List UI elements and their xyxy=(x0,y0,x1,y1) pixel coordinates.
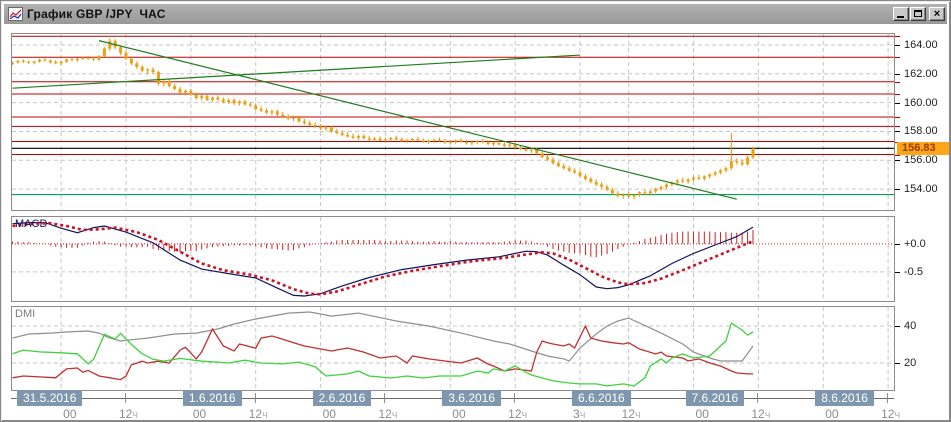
date-badge: 3.6.2016 xyxy=(442,390,502,406)
axis-tick xyxy=(895,189,900,191)
axis-tick xyxy=(895,131,900,133)
close-icon: × xyxy=(933,8,941,20)
time-tick-label: 12ч xyxy=(248,407,268,421)
axis-tick xyxy=(895,44,900,46)
time-tick-label: 12ч xyxy=(881,407,901,421)
close-button[interactable]: × xyxy=(929,7,945,21)
price-axis-label: 154.00 xyxy=(904,183,938,196)
axis-tick xyxy=(895,73,900,75)
time-tick-label: 00 xyxy=(322,407,336,421)
resistance-tick xyxy=(895,36,900,38)
time-axis-tick xyxy=(757,393,759,403)
time-tick-label: 00 xyxy=(63,407,77,421)
resistance-tick xyxy=(895,141,900,143)
macd-axis-label: -0.5 xyxy=(904,265,923,278)
price-chart-canvas[interactable] xyxy=(12,34,894,210)
date-badge: 6.6.2016 xyxy=(572,390,631,406)
date-badge: 31.5.2016 xyxy=(17,390,83,406)
axis-tick xyxy=(895,271,900,273)
minimize-icon xyxy=(897,16,904,18)
date-badge: 8.6.2016 xyxy=(815,390,874,406)
macd-chart-canvas[interactable] xyxy=(12,217,894,301)
macd-label: MACD xyxy=(15,218,48,230)
window-title: График GBP /JPY ЧАС xyxy=(27,7,166,21)
price-axis-label: 156.00 xyxy=(904,154,938,167)
time-tick-label: 12ч xyxy=(508,407,528,421)
time-axis-tick xyxy=(384,393,386,403)
dmi-axis-label: 40 xyxy=(904,320,917,333)
time-tick-label: 00 xyxy=(695,407,709,421)
price-axis-label: 158.00 xyxy=(904,125,938,138)
maximize-icon xyxy=(914,10,922,17)
resistance-tick xyxy=(895,57,900,59)
time-tick-label: 12ч xyxy=(751,407,771,421)
current-price-badge: 156.83 xyxy=(897,142,949,156)
dmi-label: DMI xyxy=(15,308,36,320)
macd-axis-label: +0.0 xyxy=(904,237,926,250)
axis-tick xyxy=(895,363,900,364)
time-axis-tick xyxy=(254,393,256,403)
resistance-tick xyxy=(895,81,900,83)
dmi-panel: DMI xyxy=(11,306,895,391)
time-tick-label: 12ч xyxy=(119,407,139,421)
axis-tick xyxy=(895,160,900,162)
time-axis-tick xyxy=(514,393,516,403)
resistance-tick xyxy=(895,126,900,128)
dmi-chart-canvas[interactable] xyxy=(12,307,894,390)
time-tick-label: 12ч xyxy=(621,407,641,421)
time-tick-label: 00 xyxy=(192,407,207,421)
time-axis-tick xyxy=(887,393,889,403)
time-tick-label: 3ч xyxy=(573,407,586,421)
date-badge: 2.6.2016 xyxy=(312,390,372,406)
dmi-axis-label: 20 xyxy=(904,357,917,369)
price-axis-label: 160.00 xyxy=(904,96,938,109)
minimize-button[interactable] xyxy=(893,7,909,21)
time-tick-label: 00 xyxy=(452,407,466,421)
date-badge: 7.6.2016 xyxy=(685,390,745,406)
titlebar[interactable]: График GBP /JPY ЧАС × xyxy=(4,4,947,24)
resistance-tick xyxy=(895,93,900,95)
resistance-tick xyxy=(895,117,900,119)
time-axis-tick xyxy=(125,393,126,403)
price-panel xyxy=(11,33,895,211)
price-axis-label: 162.00 xyxy=(904,67,938,80)
price-axis-label: 164.00 xyxy=(904,38,938,51)
window-controls: × xyxy=(892,7,945,21)
chart-icon xyxy=(8,7,23,21)
time-tick-label: 00 xyxy=(825,407,839,421)
macd-panel: MACD xyxy=(11,216,895,302)
time-tick-label: 12ч xyxy=(378,407,398,421)
axis-tick xyxy=(895,102,900,104)
maximize-button[interactable] xyxy=(910,7,926,21)
axis-tick xyxy=(895,243,900,245)
axis-tick xyxy=(895,326,900,328)
date-badge: 1.6.2016 xyxy=(182,390,242,406)
